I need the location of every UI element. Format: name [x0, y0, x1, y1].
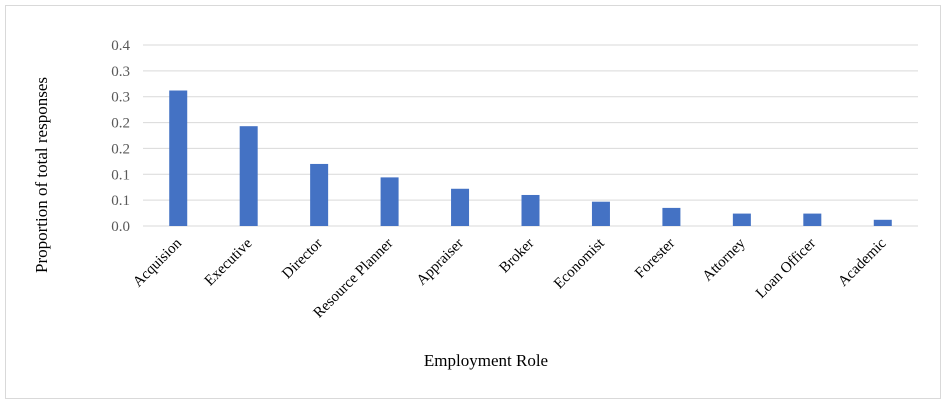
bar — [239, 126, 258, 226]
y-tick-label: 0.3 — [111, 90, 130, 106]
bars — [169, 90, 892, 226]
y-tick-label: 0.1 — [111, 193, 130, 209]
bar — [310, 163, 329, 226]
x-tick-label: Appraiser — [414, 236, 467, 289]
x-axis-title: Employment Role — [424, 351, 548, 370]
x-tick-label: Academic — [835, 235, 890, 290]
y-axis-title: Proportion of total responses — [32, 77, 51, 273]
bar — [521, 194, 540, 226]
bar — [380, 177, 399, 226]
y-tick-label: 0.0 — [111, 219, 130, 235]
y-axis-ticks: 0.0 0.1 0.1 0.2 0.2 0.3 0.3 0.4 — [111, 38, 130, 235]
bar — [169, 90, 188, 226]
bar — [732, 213, 751, 226]
x-tick-label: Attorney — [700, 235, 749, 284]
x-tick-label: Loan Officer — [753, 236, 819, 302]
x-tick-label: Economist — [551, 235, 608, 292]
x-tick-label: Acquision — [130, 235, 185, 290]
y-tick-label: 0.2 — [111, 116, 130, 132]
y-tick-label: 0.3 — [111, 64, 130, 80]
bar — [591, 201, 610, 226]
bar — [873, 219, 892, 226]
bar — [662, 207, 681, 226]
x-tick-label: Forester — [632, 236, 678, 282]
y-tick-label: 0.2 — [111, 141, 130, 157]
bar — [451, 188, 470, 226]
x-tick-label: Broker — [497, 236, 538, 277]
y-tick-label: 0.4 — [111, 38, 130, 54]
bar — [803, 213, 822, 226]
x-tick-label: Executive — [202, 235, 256, 289]
x-tick-label: Director — [279, 236, 326, 283]
y-tick-label: 0.1 — [111, 167, 130, 183]
